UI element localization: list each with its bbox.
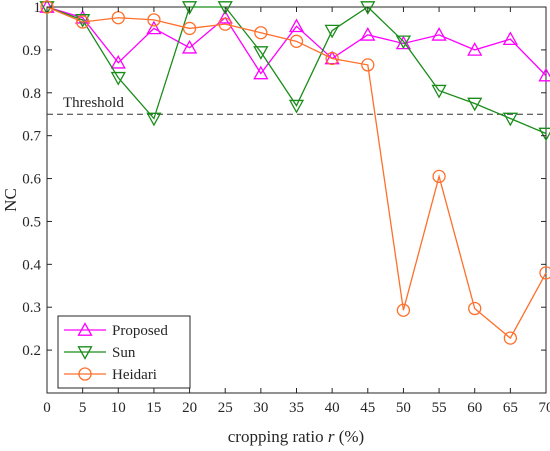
data-point-heidari — [432, 169, 446, 184]
data-point-heidari — [396, 303, 411, 317]
data-point-sun — [467, 97, 483, 112]
data-point-proposed — [181, 39, 198, 54]
y-tick-label: 0.3 — [22, 300, 41, 316]
data-point-heidari — [325, 51, 339, 66]
x-tick-label: 70 — [539, 400, 550, 416]
y-tick-label: 1 — [34, 0, 42, 16]
data-point-sun — [39, 1, 55, 15]
series-proposed — [39, 0, 550, 82]
data-point-sun — [181, 1, 198, 15]
legend: Proposed Sun Heidari — [57, 315, 191, 389]
x-tick-label: 30 — [253, 400, 268, 416]
series-line-sun — [46, 6, 547, 135]
y-tick-label: 0.5 — [22, 214, 41, 230]
x-axis-title: cropping ratio r (%) — [228, 427, 364, 446]
y-tick-label: 0.7 — [22, 129, 41, 145]
data-point-proposed — [324, 50, 340, 65]
data-point-proposed — [502, 31, 518, 46]
x-tick-label: 45 — [360, 400, 375, 416]
series-heidari — [40, 0, 550, 345]
data-point-heidari — [468, 301, 482, 316]
x-tick-label: 10 — [111, 400, 126, 416]
legend-label-sun: Sun — [112, 345, 136, 361]
series-sun — [39, 1, 550, 142]
x-tick-label: 20 — [182, 400, 197, 416]
y-tick-label: 0.9 — [22, 43, 41, 59]
series-line-heidari — [46, 6, 547, 340]
legend-marker-sun — [77, 346, 93, 360]
data-point-heidari — [289, 34, 304, 48]
x-tick-label: 65 — [503, 400, 518, 416]
y-tick-label: 0.4 — [22, 257, 41, 273]
data-point-proposed — [538, 67, 550, 82]
y-axis-title: NC — [1, 188, 20, 212]
x-tick-label: 15 — [146, 400, 161, 416]
x-tick-label: 40 — [325, 400, 340, 416]
data-point-proposed — [217, 9, 233, 24]
data-point-proposed — [360, 27, 376, 41]
x-tick-label: 50 — [396, 400, 411, 416]
data-point-sun — [324, 24, 340, 39]
legend-label-heidari: Heidari — [112, 367, 157, 383]
data-point-sun — [253, 46, 269, 60]
data-point-sun — [502, 112, 518, 127]
data-point-sun — [110, 71, 126, 86]
legend-marker-proposed — [77, 322, 93, 336]
data-point-proposed — [146, 20, 162, 35]
y-tick-label: 0.6 — [22, 172, 41, 188]
data-point-sun — [538, 127, 550, 142]
legend-label-proposed: Proposed — [112, 323, 168, 339]
data-point-proposed — [110, 54, 126, 69]
data-point-sun — [217, 1, 233, 15]
x-tick-label: 25 — [218, 400, 233, 416]
x-tick-label: 0 — [43, 400, 51, 416]
data-point-heidari — [40, 0, 54, 14]
data-point-proposed — [467, 42, 483, 56]
data-point-sun — [288, 99, 305, 114]
threshold-label: Threshold — [63, 95, 124, 111]
data-point-heidari — [218, 17, 232, 31]
data-point-heidari — [147, 13, 161, 27]
data-point-heidari — [254, 26, 268, 40]
data-point-sun — [146, 112, 162, 127]
x-tick-label: 60 — [467, 400, 482, 416]
data-point-heidari — [75, 15, 90, 29]
data-point-heidari — [361, 58, 375, 72]
axes-layer: 0 5 10 15 20 25 30 35 40 45 50 55 60 65 70 0.2 0.3 0.4 0.5… — [22, 0, 550, 416]
y-tick-label: 0.8 — [22, 86, 41, 102]
x-tick-label: 35 — [289, 400, 304, 416]
y-tick-label: 0.2 — [22, 343, 41, 359]
x-tick-label: 5 — [79, 400, 87, 416]
data-point-sun — [395, 35, 412, 50]
data-point-sun — [360, 1, 376, 15]
legend-marker-heidari — [78, 367, 92, 381]
data-point-heidari — [539, 266, 550, 280]
data-point-heidari — [182, 21, 197, 36]
data-point-proposed — [288, 18, 305, 33]
data-point-proposed — [431, 27, 447, 41]
series-layer — [39, 0, 550, 345]
series-line-proposed — [46, 6, 547, 77]
data-point-heidari — [503, 331, 518, 345]
data-point-sun — [431, 84, 447, 99]
data-point-proposed — [253, 65, 269, 80]
x-tick-label: 55 — [432, 400, 447, 416]
